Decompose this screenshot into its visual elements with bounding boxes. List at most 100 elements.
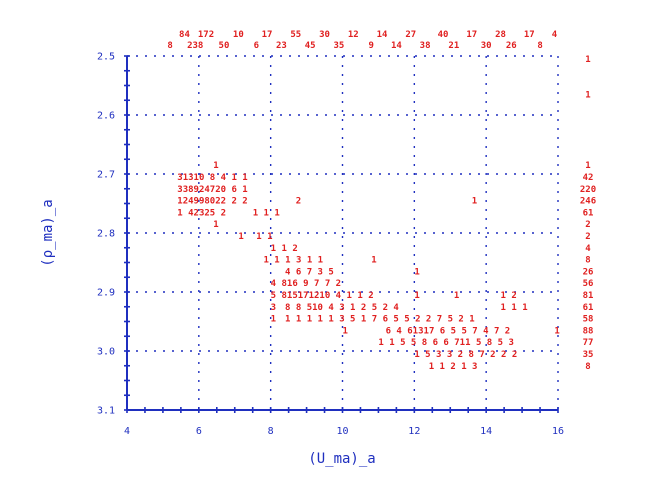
x-marginal-count: 4 (552, 30, 558, 40)
y-marginal-count: 81 (583, 291, 594, 301)
y-marginal-count: 26 (583, 267, 594, 277)
frequency-cells: 1 31310 8 4 1 1 338924720 6 1 124998022 2 2… (177, 161, 560, 372)
plot-axes (124, 55, 559, 413)
y-tick-label: 2.5 (97, 52, 115, 63)
x-marginal-count: 28 (495, 30, 506, 40)
x-marginal-count: 40 (438, 30, 449, 40)
y-tick-label: 2.7 (97, 170, 115, 181)
cell-count: 1 1 2 (271, 244, 298, 254)
x-marginal-count: 12 (348, 30, 359, 40)
cell-count: 1 1 1 (501, 303, 528, 313)
y-marginal-count: 4 (585, 244, 591, 254)
x-tick-label: 10 (336, 426, 348, 437)
cell-count: 1 1 1 1 1 3 5 1 7 6 5 5 2 2 7 5 2 1 (285, 315, 475, 325)
y-marginal-count: 2 (585, 232, 590, 242)
y-marginal-count: 88 (583, 326, 594, 336)
cell-count: 1 (343, 326, 348, 336)
y-marginal-count: 42 (583, 173, 594, 183)
cell-count: 338924720 6 1 (177, 185, 247, 195)
y-tick-label: 2.6 (97, 111, 115, 122)
y-tick-label: 2.9 (97, 288, 115, 299)
x-marginal-count: 35 (333, 41, 344, 51)
x-marginal-count: 6 (254, 41, 259, 51)
x-marginal-count: 30 (319, 30, 330, 40)
cell-count: 1 (271, 315, 276, 325)
y-marginal-count: 1 (585, 55, 590, 65)
y-marginal-count: 220 (580, 185, 596, 195)
y-marginal-count: 8 (585, 362, 590, 372)
cell-count: 1 (238, 232, 243, 242)
x-axis-title: (U_ma)_a (308, 451, 375, 467)
x-tick-label: 14 (480, 426, 492, 437)
x-marginal-count: 27 (405, 30, 416, 40)
y-marginal-count: 77 (583, 338, 594, 348)
x-marginal-count: 8 (167, 41, 172, 51)
y-tick-label: 3.0 (97, 347, 115, 358)
cell-count: 1 1 2 1 3 (429, 362, 478, 372)
x-marginal-count: 14 (391, 41, 402, 51)
x-marginal-count: 38 (420, 41, 431, 51)
cell-count: 31310 8 4 1 1 (177, 173, 247, 183)
x-marginal-count: 17 (262, 30, 273, 40)
x-marginal-count: 55 (290, 30, 301, 40)
x-marginal-count: 50 (219, 41, 230, 51)
cell-count: 1 (213, 161, 218, 171)
y-axis-title: (ρ_ma)_a (40, 199, 56, 266)
x-marginal-count: 30 (481, 41, 492, 51)
x-tick-label: 12 (408, 426, 420, 437)
y-marginal-count: 1 (585, 90, 590, 100)
cell-count: 1 2 (501, 291, 517, 301)
x-marginal-count: 14 (377, 30, 388, 40)
cell-count: 1 5 3 3 2 8 7 2 2 2 (414, 350, 517, 360)
y-tick-labels: 2.5 2.6 2.7 2.8 2.9 3.0 3.1 (97, 52, 115, 417)
x-marginal-count: 10 (233, 30, 244, 40)
cell-count: 1 42325 2 (177, 208, 226, 218)
x-tick-label: 8 (268, 426, 274, 437)
x-marginal-count: 8 (537, 41, 542, 51)
cell-count: 1 1 5 5 8 6 6 711 5 8 5 3 (378, 338, 513, 348)
cell-count: 1 (454, 291, 459, 301)
y-marginal-count: 61 (583, 303, 594, 313)
x-marginal-count: 26 (506, 41, 517, 51)
x-marginal-counts: 84 172 10 17 55 30 12 14 27 40 17 28 17 48 238 50 6 23 45 3… (167, 30, 557, 51)
y-marginal-count: 58 (583, 315, 594, 325)
y-marginal-count: 246 (580, 197, 596, 207)
cell-count: 1 1 1 3 1 1 (263, 256, 323, 266)
x-marginal-count: 17 (524, 30, 535, 40)
cell-count: 1 (414, 291, 419, 301)
x-marginal-count: 23 (276, 41, 287, 51)
x-marginal-count: 172 (198, 30, 214, 40)
cell-count: 1 1 1 (253, 208, 280, 218)
cell-count: 4 816 9 7 7 2 (271, 279, 341, 289)
x-marginal-count: 9 (369, 41, 374, 51)
cell-count: 1 (213, 220, 218, 230)
cell-count: 2 (296, 197, 301, 207)
cell-count: 8 8 510 4 3 1 2 5 2 4 (285, 303, 399, 313)
y-marginal-count: 8 (585, 256, 590, 266)
cell-count: 1 (371, 256, 376, 266)
cell-count: 1 (554, 326, 559, 336)
cell-count: 124998022 2 2 (177, 197, 247, 207)
y-tick-label: 3.1 (97, 406, 115, 417)
x-tick-label: 4 (124, 426, 130, 437)
x-marginal-count: 84 (179, 30, 190, 40)
x-tick-label: 6 (196, 426, 202, 437)
y-marginal-count: 1 (585, 161, 590, 171)
cell-count: 1 (414, 267, 419, 277)
y-marginal-count: 56 (583, 279, 594, 289)
y-marginal-count: 61 (583, 208, 594, 218)
x-marginal-count: 17 (466, 30, 477, 40)
cell-count: 4 6 7 3 5 (285, 267, 334, 277)
cell-count: 1 (472, 197, 477, 207)
x-marginal-count: 45 (305, 41, 316, 51)
x-marginal-count: 21 (448, 41, 459, 51)
cell-count: 6 4 61317 6 5 5 7 4 7 2 (386, 326, 511, 336)
x-marginal-count: 238 (187, 41, 203, 51)
x-tick-labels: 4 6 8 10 12 14 16 (124, 426, 564, 437)
y-marginal-count: 2 (585, 220, 590, 230)
x-tick-label: 16 (552, 426, 564, 437)
y-tick-label: 2.8 (97, 229, 115, 240)
y-marginal-count: 35 (583, 350, 594, 360)
